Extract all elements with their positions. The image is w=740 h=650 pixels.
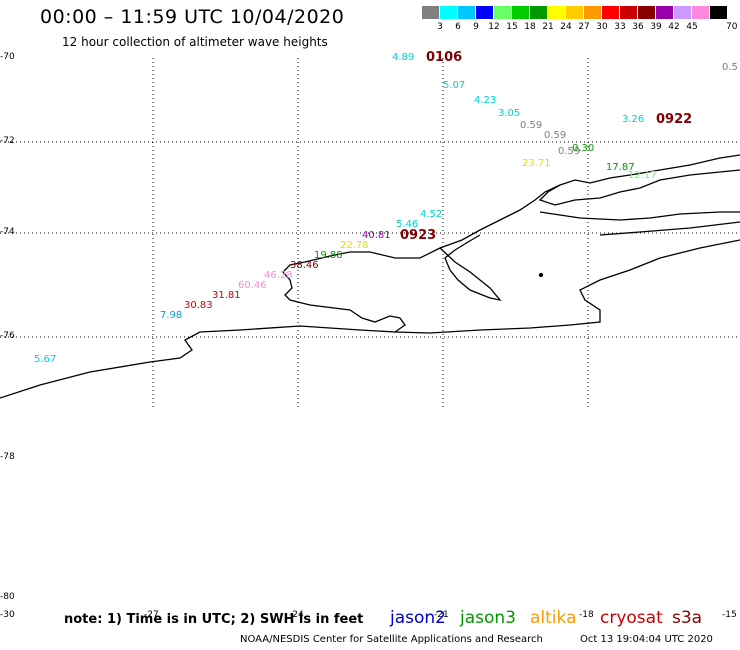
satellite-legend-item: s3a	[672, 608, 703, 628]
colorbar-swatch	[656, 6, 674, 19]
wave-height-label: 46.28	[264, 270, 293, 281]
colorbar-tick-label: 30	[596, 22, 608, 32]
colorbar-swatch	[440, 6, 458, 19]
coastline-main	[0, 154, 740, 399]
wave-height-label: 5.07	[443, 80, 466, 91]
map-subtitle: 12 hour collection of altimeter wave hei…	[62, 35, 328, 49]
longitude-label: -27	[144, 610, 159, 620]
satellite-legend-item: jason2	[390, 608, 446, 628]
credit-line: NOAA/NESDIS Center for Satellite Applica…	[240, 634, 543, 645]
wave-height-label: 0.59	[520, 120, 543, 131]
colorbar-tick-label: 36	[632, 22, 644, 32]
wave-height-label: 0.30	[572, 143, 595, 154]
colorbar-tick-label: 3	[437, 22, 443, 32]
colorbar-tick-label: 24	[560, 22, 572, 32]
coastline	[0, 154, 740, 399]
latitude-label: -80	[0, 592, 15, 602]
latitude-label: -72	[0, 136, 15, 146]
wave-height-label: 60.46	[238, 280, 267, 291]
pass-time-label: 0106	[426, 50, 463, 65]
latitude-label: -78	[0, 452, 15, 462]
generation-timestamp: Oct 13 19:04:04 UTC 2020	[580, 634, 713, 645]
colorbar-swatch	[674, 6, 692, 19]
longitude-label: -24	[289, 610, 304, 620]
colorbar-tick-label: 42	[668, 22, 680, 32]
colorbar-tick-label: 39	[650, 22, 662, 32]
colorbar-tick-label: 15	[506, 22, 518, 32]
colorbar-tick-label: 27	[578, 22, 590, 32]
wave-height-label: 5.67	[34, 354, 57, 365]
wave-height-label: 4.89	[392, 52, 415, 63]
latitude-label: -74	[0, 227, 15, 237]
wave-height-label: 19.88	[314, 250, 343, 261]
latitude-label: -76	[0, 331, 15, 341]
wave-height-label: 40.81	[362, 230, 391, 241]
pass-time-label: 0922	[656, 112, 693, 127]
wave-height-label: 4.23	[474, 95, 497, 106]
longitude-label: -21	[434, 610, 449, 620]
wave-height-label: 17.87	[606, 162, 635, 173]
longitude-label: -18	[579, 610, 594, 620]
colorbar-swatch	[422, 6, 440, 19]
colorbar-swatch	[476, 6, 494, 19]
colorbar-swatch	[692, 6, 710, 19]
satellite-legend-item: cryosat	[600, 608, 663, 628]
colorbar-swatch	[620, 6, 638, 19]
colorbar-tick-label: 6	[455, 22, 461, 32]
wave-height-label: 23.71	[522, 158, 551, 169]
colorbar-swatch	[494, 6, 512, 19]
coastline-ridge	[539, 211, 740, 221]
wave-height-label: 0.59	[544, 130, 567, 141]
colorbar-tick-label: 33	[614, 22, 626, 32]
wave-height-label: 3.05	[498, 108, 521, 119]
colorbar-tick-label: 12	[488, 22, 500, 32]
wave-height-label: 7.98	[160, 310, 183, 321]
wave-height-label: 0.59	[558, 146, 581, 157]
colorbar-tick-label: 45	[686, 22, 698, 32]
satellite-legend-item: altika	[530, 608, 577, 628]
coastline-shelf	[394, 239, 740, 334]
wave-height-label: 5.46	[396, 219, 419, 230]
longitude-label: -15	[722, 610, 737, 620]
coastline-ridge	[599, 221, 740, 236]
wave-height-label: 22.78	[340, 240, 369, 251]
wave-height-label: 12.17	[628, 170, 657, 181]
colorbar-swatch	[458, 6, 476, 19]
colorbar-swatch	[548, 6, 566, 19]
colorbar-swatch	[638, 6, 656, 19]
wave-height-label: 38.46	[290, 260, 319, 271]
colorbar-unit: 70 (ft)	[726, 22, 740, 32]
latitude-label: -70	[0, 52, 15, 62]
pass-time-label: 0923	[400, 228, 437, 243]
colorbar-swatch	[602, 6, 620, 19]
wave-height-label: 31.81	[212, 290, 241, 301]
coastline-inlet	[439, 234, 502, 301]
longitude-label: -30	[0, 610, 15, 620]
satellite-legend-item: jason3	[460, 608, 516, 628]
colorbar-tick-label: 18	[524, 22, 536, 32]
colorbar-swatch	[566, 6, 584, 19]
coastline-island	[538, 272, 544, 278]
colorbar-swatch	[530, 6, 548, 19]
colorbar-swatch	[512, 6, 530, 19]
colorbar-tick-label: 9	[473, 22, 479, 32]
map-title: 00:00 – 11:59 UTC 10/04/2020	[40, 6, 345, 28]
coastline-east	[538, 169, 740, 206]
graticule	[0, 58, 740, 408]
wave-height-label: 30.83	[184, 300, 213, 311]
wave-height-label: 3.26	[622, 114, 645, 125]
colorbar-tick-label: 21	[542, 22, 554, 32]
colorbar-swatch	[584, 6, 602, 19]
footer-note: note: 1) Time is in UTC; 2) SWH is in fe…	[64, 612, 364, 627]
colorbar-swatch	[710, 6, 728, 19]
wave-height-label: 0.5	[722, 62, 738, 73]
wave-height-label: 4.52	[420, 209, 443, 220]
